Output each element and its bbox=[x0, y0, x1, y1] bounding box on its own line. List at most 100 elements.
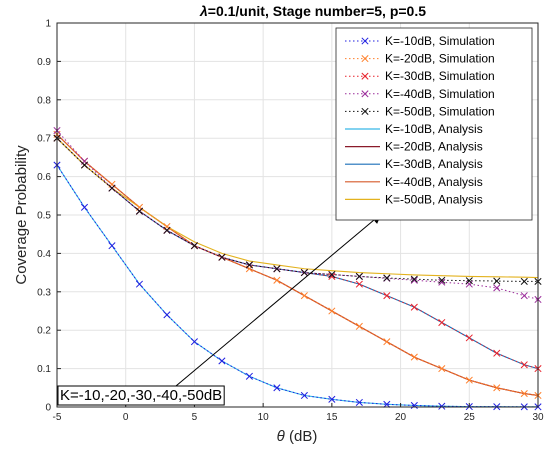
legend-label: K=-20dB, Analysis bbox=[385, 140, 483, 154]
simulation-marker bbox=[438, 402, 446, 410]
simulation-marker bbox=[493, 384, 501, 392]
simulation-marker bbox=[328, 395, 336, 403]
simulation-marker bbox=[493, 277, 501, 285]
simulation-marker bbox=[80, 203, 89, 211]
legend-label: K=-10dB, Analysis bbox=[385, 122, 483, 136]
legend-label: K=-20dB, Simulation bbox=[385, 52, 495, 66]
legend-entry: K=-50dB, Analysis bbox=[345, 192, 483, 206]
annotation-box bbox=[57, 385, 225, 406]
y-tick-label: 1 bbox=[45, 19, 51, 30]
x-tick-label: 10 bbox=[258, 412, 270, 423]
simulation-marker bbox=[355, 322, 363, 330]
simulation-marker bbox=[438, 276, 446, 284]
simulation-marker bbox=[80, 161, 89, 169]
legend-label: K=-30dB, Analysis bbox=[385, 157, 483, 171]
simulation-marker bbox=[410, 303, 418, 311]
simulation-marker bbox=[383, 292, 391, 300]
legend-swatch-marker bbox=[361, 107, 369, 115]
simulation-marker bbox=[493, 349, 501, 357]
x-axis-label-unit: (dB) bbox=[285, 428, 318, 445]
simulation-marker bbox=[190, 338, 198, 346]
simulation-marker bbox=[520, 292, 528, 300]
annotation-arrow bbox=[166, 213, 382, 394]
simulation-marker bbox=[520, 277, 528, 285]
legend-entries: K=-10dB, Simulation K=-20dB, Simulation K=… bbox=[345, 34, 495, 206]
y-tick-label: 0.7 bbox=[37, 134, 51, 145]
simulation-marker bbox=[218, 253, 226, 261]
x-tick-label: -5 bbox=[53, 412, 62, 423]
chart-title: λ=0.1/unit, Stage number=5, p=0.5 bbox=[199, 3, 426, 19]
y-tick-label: 0.1 bbox=[37, 364, 51, 375]
simulation-marker bbox=[135, 207, 144, 215]
simulation-marker bbox=[493, 284, 501, 292]
simulation-marker bbox=[108, 184, 116, 192]
simulation-marker bbox=[163, 226, 171, 234]
legend-swatch-marker bbox=[361, 90, 369, 98]
legend-label: K=-50dB, Analysis bbox=[385, 192, 483, 206]
legend-entry: K=-10dB, Analysis bbox=[345, 122, 483, 136]
legend-entry: K=-20dB, Simulation bbox=[345, 52, 495, 66]
legend-swatch-marker bbox=[361, 37, 369, 45]
simulation-marker bbox=[245, 372, 253, 380]
legend-entry: K=-20dB, Analysis bbox=[345, 140, 483, 154]
simulation-marker bbox=[438, 318, 446, 327]
title-greek-lambda: λ bbox=[199, 3, 208, 19]
axis-ticks: -5 0 5 10 15 20 25 3000.10.20.30.40.50.60.70.80… bbox=[37, 19, 544, 424]
simulation-marker bbox=[438, 278, 446, 286]
simulation-marker bbox=[190, 242, 198, 250]
simulation-marker bbox=[520, 361, 528, 369]
legend-entry: K=-40dB, Analysis bbox=[345, 175, 483, 189]
legend-entry: K=-30dB, Analysis bbox=[345, 157, 483, 171]
x-axis-label-greek: θ bbox=[277, 428, 285, 445]
simulation-marker bbox=[328, 270, 336, 279]
simulation-marker bbox=[383, 338, 391, 346]
simulation-marker bbox=[300, 292, 308, 300]
simulation-marker bbox=[300, 391, 308, 400]
y-axis-label: Coverage Probability bbox=[13, 145, 30, 285]
simulation-marker bbox=[218, 357, 226, 365]
simulation-marker bbox=[465, 334, 473, 342]
y-tick-label: 0.8 bbox=[37, 95, 51, 106]
legend-label: K=-10dB, Simulation bbox=[385, 34, 495, 48]
y-tick-label: 0.9 bbox=[37, 57, 51, 68]
legend-entry: K=-40dB, Simulation bbox=[345, 87, 495, 101]
simulation-marker bbox=[328, 272, 336, 280]
simulation-marker bbox=[273, 276, 281, 284]
legend: K=-10dB, Simulation K=-20dB, Simulation K=… bbox=[335, 27, 533, 221]
simulation-marker bbox=[383, 274, 391, 282]
y-tick-label: 0.2 bbox=[37, 326, 51, 337]
legend-box bbox=[335, 27, 533, 221]
y-tick-label: 0.5 bbox=[37, 211, 51, 222]
simulation-marker bbox=[245, 261, 253, 269]
legend-swatch-marker bbox=[361, 55, 369, 63]
simulation-marker bbox=[410, 275, 418, 283]
y-tick-label: 0.6 bbox=[37, 172, 51, 183]
simulation-marker bbox=[520, 390, 528, 398]
y-tick-label: 0.3 bbox=[37, 287, 51, 298]
legend-label: K=-30dB, Simulation bbox=[385, 69, 495, 83]
simulation-marker bbox=[300, 269, 308, 277]
legend-entry: K=-30dB, Simulation bbox=[345, 69, 495, 83]
legend-label: K=-40dB, Analysis bbox=[385, 175, 483, 189]
legend-entry: K=-50dB, Simulation bbox=[345, 104, 495, 118]
simulation-marker bbox=[273, 265, 281, 273]
x-axis-label: θ (dB) bbox=[277, 428, 318, 445]
simulation-marker bbox=[273, 384, 281, 392]
y-tick-label: 0 bbox=[45, 403, 51, 414]
simulation-marker bbox=[355, 272, 363, 280]
simulation-marker bbox=[465, 280, 473, 288]
title-rest: =0.1/unit, Stage number=5, p=0.5 bbox=[208, 3, 426, 19]
y-tick-label: 0.4 bbox=[37, 249, 51, 260]
x-tick-label: 5 bbox=[192, 412, 198, 423]
simulation-marker bbox=[438, 365, 446, 373]
simulation-marker bbox=[410, 353, 418, 361]
simulation-marker bbox=[163, 311, 171, 319]
x-tick-label: 20 bbox=[395, 412, 407, 423]
simulation-marker bbox=[108, 242, 116, 250]
legend-swatch-marker bbox=[361, 72, 369, 80]
k-annotation: K=-10,-20,-30,-40,-50dB bbox=[57, 213, 382, 406]
simulation-marker bbox=[135, 280, 144, 288]
simulation-marker bbox=[383, 400, 391, 408]
simulation-marker bbox=[410, 401, 418, 410]
